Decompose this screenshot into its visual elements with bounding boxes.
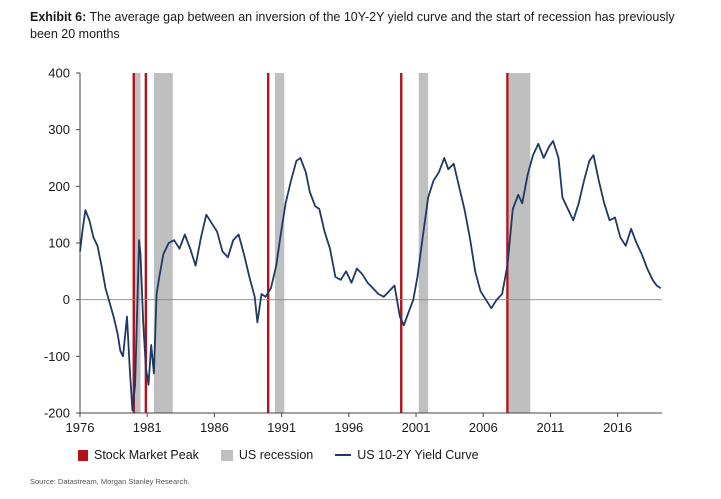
x-tick-label: 2011 bbox=[536, 420, 564, 435]
recession-band bbox=[133, 73, 141, 413]
chart-title: Exhibit 6: The average gap between an in… bbox=[30, 9, 700, 43]
x-tick-label: 2001 bbox=[402, 420, 431, 435]
yield-curve-line bbox=[79, 140, 662, 412]
y-tick-label: 0 bbox=[63, 292, 70, 307]
x-tick-label: 1986 bbox=[200, 420, 229, 435]
stock-market-peak-line bbox=[506, 73, 509, 413]
legend-swatch-recession bbox=[220, 449, 233, 461]
x-tick-label: 1991 bbox=[267, 420, 296, 435]
exhibit-label: Exhibit 6: bbox=[30, 10, 87, 24]
x-tick-label: 1981 bbox=[133, 420, 162, 435]
y-tick-label: -100 bbox=[44, 349, 70, 364]
legend-label-peak: Stock Market Peak bbox=[94, 448, 199, 462]
y-tick-label: 100 bbox=[48, 236, 70, 251]
legend: Stock Market Peak US recession US 10-2Y … bbox=[78, 448, 501, 462]
stock-market-peak-line bbox=[144, 73, 148, 413]
x-tick-label: 2016 bbox=[603, 420, 632, 435]
source-note: Source: Datastream, Morgan Stanley Resea… bbox=[30, 477, 190, 486]
x-tick-label: 1996 bbox=[334, 420, 363, 435]
legend-label-curve: US 10-2Y Yield Curve bbox=[357, 448, 479, 462]
recession-band bbox=[153, 73, 173, 413]
legend-item-curve: US 10-2Y Yield Curve bbox=[335, 448, 479, 462]
stock-market-peak-line bbox=[132, 73, 135, 413]
stock-market-peak-line bbox=[266, 73, 270, 413]
x-tick-label: 1976 bbox=[66, 420, 95, 435]
x-tick-label: 2006 bbox=[469, 420, 498, 435]
legend-item-recession: US recession bbox=[220, 448, 314, 462]
y-tick-label: 400 bbox=[48, 66, 70, 81]
y-tick-label: 200 bbox=[48, 179, 70, 194]
recession-band bbox=[418, 73, 429, 413]
legend-item-peak: Stock Market Peak bbox=[78, 448, 199, 462]
stock-market-peak-line bbox=[400, 73, 403, 413]
y-tick-label: -200 bbox=[44, 406, 70, 421]
legend-label-recession: US recession bbox=[238, 448, 314, 462]
legend-swatch-peak bbox=[78, 449, 88, 461]
recession-band bbox=[508, 73, 531, 413]
y-tick-label: 300 bbox=[48, 122, 70, 137]
legend-swatch-curve bbox=[335, 454, 352, 456]
title-text: The average gap between an inversion of … bbox=[30, 10, 675, 41]
